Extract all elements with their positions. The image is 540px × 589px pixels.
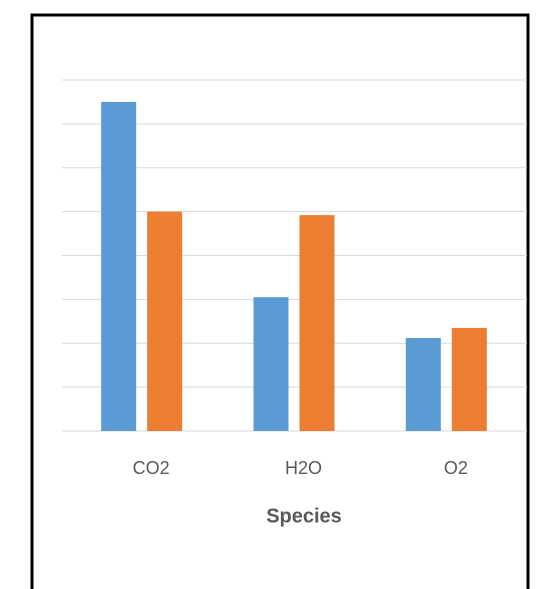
x-axis-title: Species — [266, 505, 342, 527]
bar — [299, 215, 335, 431]
x-tick-label: O2 — [444, 458, 468, 478]
x-tick-label: H2O — [285, 458, 322, 478]
x-tick-label: CO2 — [133, 458, 170, 478]
bar — [451, 327, 487, 431]
bar — [101, 101, 137, 431]
bar — [147, 211, 183, 431]
bar — [253, 297, 289, 431]
bar — [405, 337, 441, 431]
